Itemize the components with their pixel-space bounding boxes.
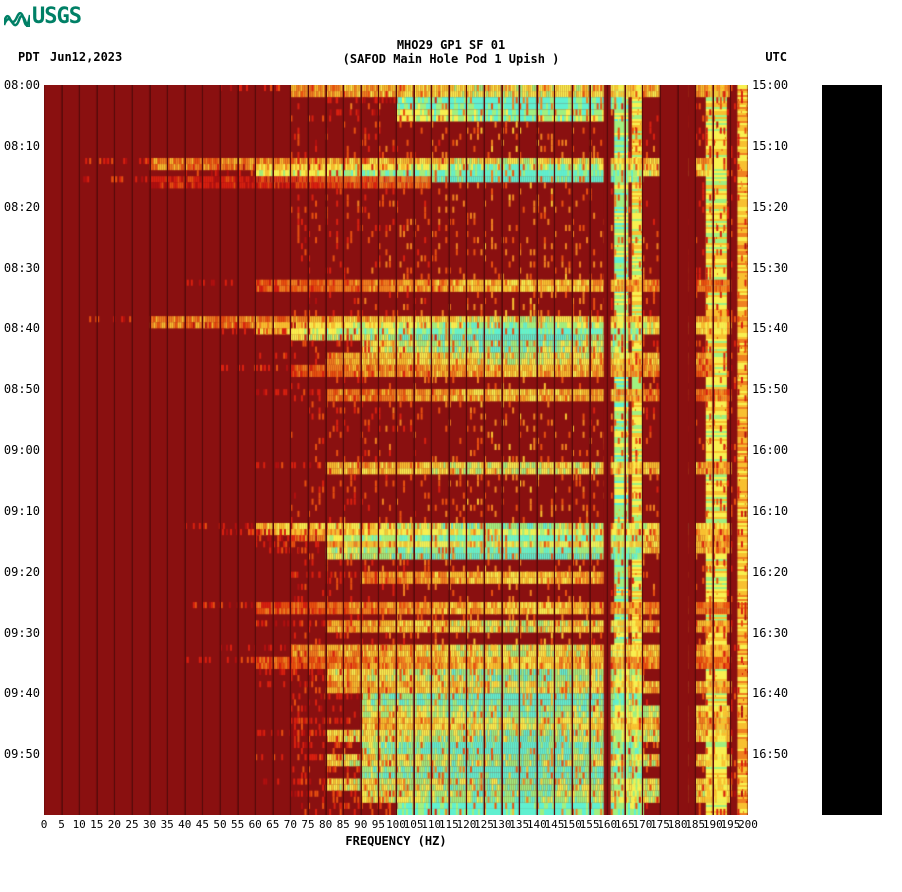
x-tick: 80: [319, 818, 332, 831]
gridline: [185, 85, 186, 815]
gridline: [590, 85, 591, 815]
y-left-tick: 08:50: [0, 382, 40, 396]
x-tick: 200: [738, 818, 758, 831]
y-left-tick: 08:20: [0, 200, 40, 214]
y-left-tick: 09:10: [0, 504, 40, 518]
x-tick: 30: [143, 818, 156, 831]
y-right-tick: 15:40: [752, 321, 802, 335]
x-tick: 45: [196, 818, 209, 831]
x-tick: 50: [213, 818, 226, 831]
gridline: [730, 85, 731, 815]
y-left-tick: 08:30: [0, 261, 40, 275]
y-axis-right: 15:0015:1015:2015:3015:4015:5016:0016:10…: [752, 85, 802, 815]
gridline: [97, 85, 98, 815]
usgs-logo: USGS: [4, 4, 81, 29]
gridline: [660, 85, 661, 815]
y-right-tick: 15:00: [752, 78, 802, 92]
gridline: [378, 85, 379, 815]
y-left-tick: 08:00: [0, 78, 40, 92]
y-left-tick: 09:30: [0, 626, 40, 640]
gridline: [466, 85, 467, 815]
timezone-right-label: UTC: [765, 50, 787, 64]
usgs-wave-icon: [4, 7, 30, 27]
gridline: [255, 85, 256, 815]
x-tick: 95: [372, 818, 385, 831]
timezone-left-label: PDT: [18, 50, 40, 64]
gridline: [343, 85, 344, 815]
gridline: [713, 85, 714, 815]
y-right-tick: 16:40: [752, 686, 802, 700]
gridline: [678, 85, 679, 815]
gridline: [607, 85, 608, 815]
x-axis: 0510152025303540455055606570758085909510…: [44, 818, 748, 832]
gridline: [273, 85, 274, 815]
x-tick: 75: [301, 818, 314, 831]
y-left-tick: 08:40: [0, 321, 40, 335]
y-right-tick: 16:20: [752, 565, 802, 579]
y-right-tick: 16:10: [752, 504, 802, 518]
x-tick: 85: [337, 818, 350, 831]
x-axis-label: FREQUENCY (HZ): [44, 834, 748, 848]
x-tick: 40: [178, 818, 191, 831]
y-right-tick: 16:00: [752, 443, 802, 457]
gridline: [502, 85, 503, 815]
x-tick: 70: [284, 818, 297, 831]
gridline: [150, 85, 151, 815]
gridline: [537, 85, 538, 815]
colorbar: [822, 85, 882, 815]
x-tick: 10: [73, 818, 86, 831]
y-left-tick: 09:50: [0, 747, 40, 761]
gridline: [625, 85, 626, 815]
y-left-tick: 09:20: [0, 565, 40, 579]
gridline: [554, 85, 555, 815]
y-right-tick: 15:10: [752, 139, 802, 153]
gridline: [167, 85, 168, 815]
gridline: [484, 85, 485, 815]
gridline: [695, 85, 696, 815]
gridline: [202, 85, 203, 815]
x-tick: 55: [231, 818, 244, 831]
gridline: [396, 85, 397, 815]
x-tick: 15: [90, 818, 103, 831]
gridline: [308, 85, 309, 815]
gridline: [642, 85, 643, 815]
gridline: [220, 85, 221, 815]
x-tick: 60: [249, 818, 262, 831]
y-left-tick: 09:40: [0, 686, 40, 700]
gridline: [572, 85, 573, 815]
gridline: [132, 85, 133, 815]
x-tick: 65: [266, 818, 279, 831]
spectrogram-plot: [44, 85, 748, 815]
gridline: [238, 85, 239, 815]
gridline: [431, 85, 432, 815]
gridline: [114, 85, 115, 815]
y-right-tick: 16:50: [752, 747, 802, 761]
x-tick: 90: [354, 818, 367, 831]
gridline: [326, 85, 327, 815]
usgs-text: USGS: [32, 4, 81, 29]
y-left-tick: 09:00: [0, 443, 40, 457]
y-right-tick: 15:50: [752, 382, 802, 396]
gridline: [414, 85, 415, 815]
x-tick: 5: [58, 818, 65, 831]
y-right-tick: 16:30: [752, 626, 802, 640]
gridline: [449, 85, 450, 815]
gridline: [361, 85, 362, 815]
gridline: [62, 85, 63, 815]
x-tick: 35: [161, 818, 174, 831]
gridline: [290, 85, 291, 815]
gridline: [79, 85, 80, 815]
gridline: [519, 85, 520, 815]
x-tick: 20: [108, 818, 121, 831]
date-label: Jun12,2023: [50, 50, 122, 64]
y-right-tick: 15:20: [752, 200, 802, 214]
x-tick: 0: [41, 818, 48, 831]
y-axis-left: 08:0008:1008:2008:3008:4008:5009:0009:10…: [0, 85, 42, 815]
x-tick: 25: [125, 818, 138, 831]
y-left-tick: 08:10: [0, 139, 40, 153]
y-right-tick: 15:30: [752, 261, 802, 275]
